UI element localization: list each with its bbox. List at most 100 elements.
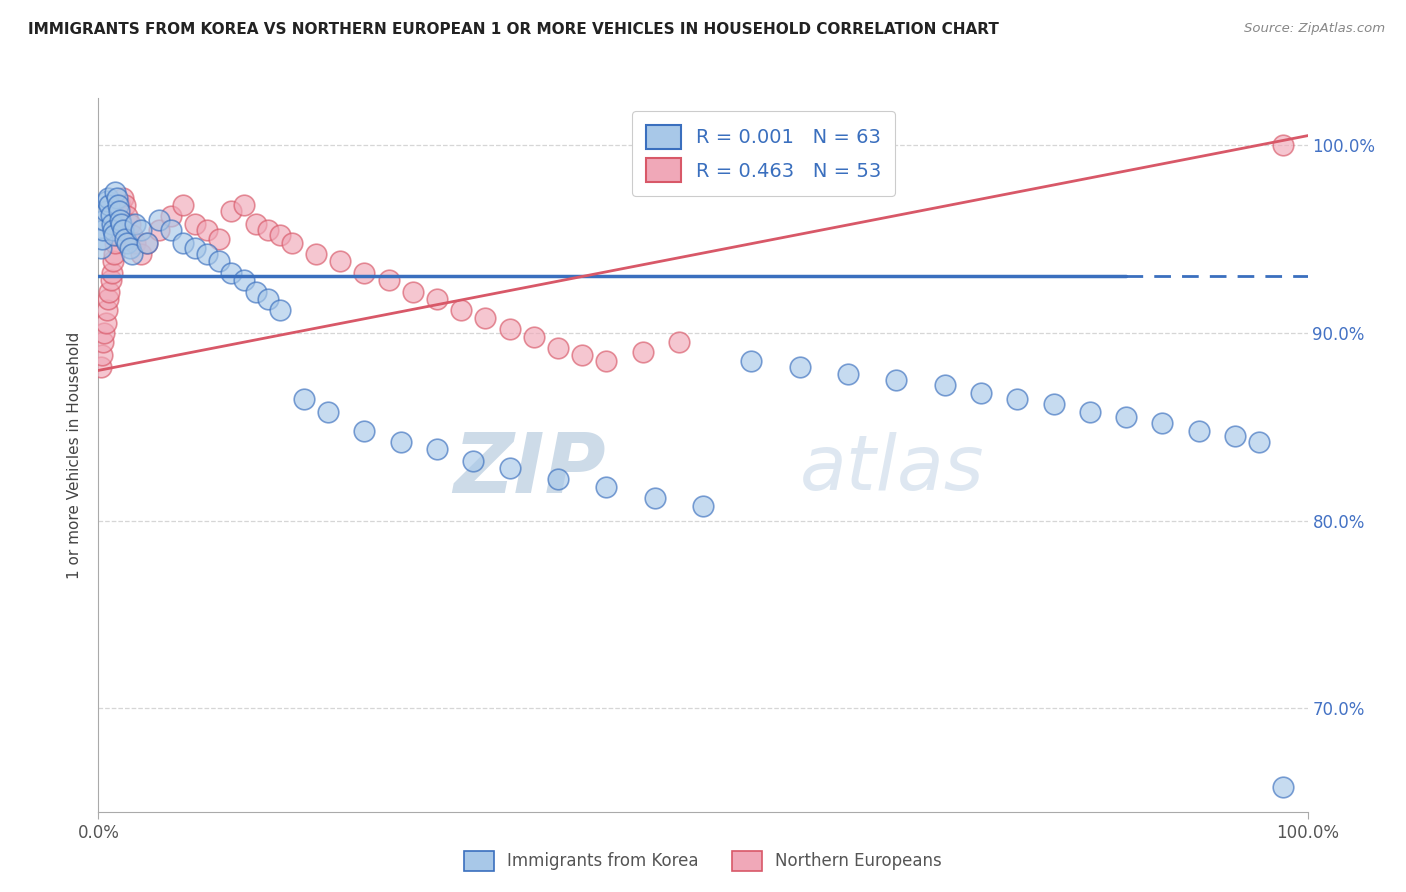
Point (129, 222, 152, 236)
Point (108, 213, 131, 227)
Point (91, 335, 114, 350)
Y-axis label: 1 or more Vehicles in Household: 1 or more Vehicles in Household (67, 331, 83, 579)
Point (135, 235, 157, 250)
Point (1272, 138, 1295, 153)
Point (104, 235, 127, 250)
Point (1115, 410, 1137, 425)
Point (184, 241, 207, 255)
Point (107, 217, 129, 231)
Text: Source: ZipAtlas.com: Source: ZipAtlas.com (1244, 22, 1385, 36)
Point (595, 480, 617, 494)
Point (100, 208, 122, 222)
Point (114, 198, 136, 212)
Point (90, 241, 112, 255)
Point (523, 329, 546, 343)
Legend: R = 0.001   N = 63, R = 0.463   N = 53: R = 0.001 N = 63, R = 0.463 N = 53 (631, 112, 896, 196)
Point (101, 222, 124, 236)
Point (98, 198, 121, 212)
Point (245, 217, 267, 231)
Point (232, 198, 254, 212)
Point (96, 303, 118, 318)
Point (121, 247, 143, 261)
Point (172, 198, 194, 212)
Point (1042, 397, 1064, 411)
Point (117, 210, 139, 224)
Point (692, 499, 714, 513)
Point (160, 222, 183, 236)
Point (389, 434, 412, 449)
Point (97, 191, 120, 205)
Point (108, 203, 131, 218)
Point (160, 210, 183, 224)
Point (256, 222, 278, 236)
Point (118, 241, 141, 255)
Legend: Immigrants from Korea, Northern Europeans: Immigrants from Korea, Northern European… (456, 842, 950, 880)
Point (114, 232, 136, 246)
Point (100, 266, 122, 280)
Point (129, 247, 152, 261)
Point (91, 222, 114, 236)
Point (93, 213, 115, 227)
Point (148, 222, 170, 236)
Point (108, 210, 131, 224)
Point (668, 335, 690, 350)
Point (1078, 405, 1101, 419)
Point (232, 273, 254, 287)
Point (100, 273, 122, 287)
Point (329, 254, 352, 268)
Point (91, 232, 114, 246)
Point (121, 228, 143, 243)
Point (292, 392, 315, 406)
Point (426, 442, 449, 457)
Point (269, 303, 291, 318)
Point (101, 254, 124, 268)
Text: ZIP: ZIP (454, 429, 606, 509)
Point (91, 348, 114, 362)
Point (402, 285, 425, 299)
Point (97, 292, 120, 306)
Point (886, 373, 908, 387)
Point (105, 191, 128, 205)
Point (148, 213, 170, 227)
Point (221, 266, 243, 280)
Point (111, 191, 134, 205)
Point (1007, 392, 1029, 406)
Point (644, 491, 666, 505)
Point (463, 453, 485, 467)
Point (111, 222, 134, 236)
Text: IMMIGRANTS FROM KOREA VS NORTHERN EUROPEAN 1 OR MORE VEHICLES IN HOUSEHOLD CORRE: IMMIGRANTS FROM KOREA VS NORTHERN EUROPE… (28, 22, 1000, 37)
Point (377, 273, 399, 287)
Point (195, 222, 218, 236)
Point (184, 217, 207, 231)
Point (740, 354, 762, 368)
Point (426, 292, 449, 306)
Point (353, 266, 375, 280)
Point (256, 292, 278, 306)
Point (117, 235, 139, 250)
Point (353, 424, 375, 438)
Point (124, 235, 146, 250)
Point (571, 348, 593, 362)
Point (208, 254, 231, 268)
Point (547, 341, 569, 355)
Point (96, 194, 118, 209)
Point (970, 386, 993, 401)
Point (1272, 780, 1295, 795)
Point (110, 217, 132, 231)
Point (498, 322, 520, 336)
Point (103, 228, 125, 243)
Point (631, 344, 654, 359)
Point (105, 228, 128, 243)
Point (208, 232, 231, 246)
Point (474, 310, 496, 325)
Point (135, 235, 157, 250)
Point (94, 317, 117, 331)
Point (1249, 434, 1271, 449)
Point (195, 247, 218, 261)
Point (104, 185, 127, 199)
Point (837, 367, 859, 381)
Point (547, 472, 569, 486)
Point (221, 203, 243, 218)
Point (305, 247, 328, 261)
Point (595, 354, 617, 368)
